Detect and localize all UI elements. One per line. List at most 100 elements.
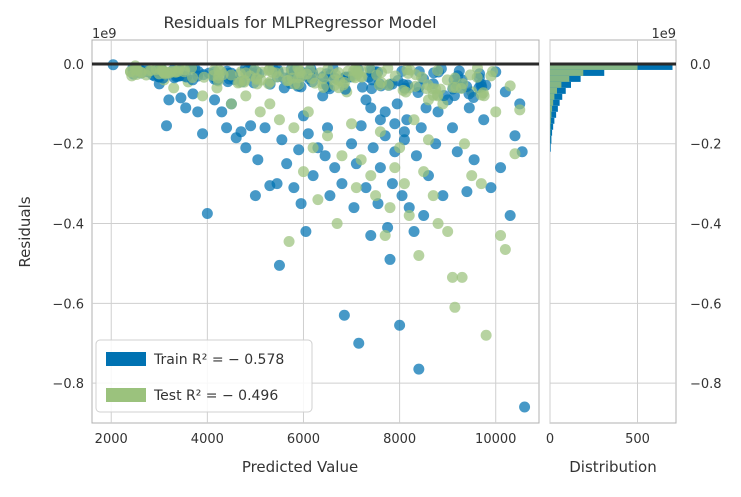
test-point <box>456 271 468 283</box>
test-point <box>179 64 191 76</box>
test-point <box>441 74 453 86</box>
test-point <box>356 65 368 77</box>
test-point <box>312 194 324 206</box>
test-point <box>459 138 470 150</box>
train-point <box>288 182 300 194</box>
x-tick-label: 6000 <box>287 432 320 447</box>
test-point <box>495 229 507 241</box>
scatter-points <box>107 59 531 413</box>
train-point <box>221 122 233 134</box>
test-point <box>348 65 360 77</box>
histogram-test-bar <box>550 99 554 106</box>
test-point <box>480 329 492 341</box>
test-point <box>504 80 516 92</box>
test-point <box>471 71 483 83</box>
train-point <box>519 401 531 413</box>
train-point <box>216 106 228 118</box>
test-point <box>140 69 152 81</box>
train-point <box>353 337 365 349</box>
train-point <box>386 178 398 190</box>
test-point <box>409 80 421 92</box>
train-point <box>478 114 490 126</box>
test-point <box>296 70 308 82</box>
train-point <box>240 142 252 154</box>
train-point <box>451 146 463 158</box>
test-point <box>457 78 469 90</box>
test-point <box>309 77 321 89</box>
train-point <box>356 81 368 93</box>
test-point <box>244 70 256 82</box>
histogram-y-tick-labels: 0.0 −0.2 −0.4 −0.6 −0.8 <box>690 58 722 392</box>
train-point <box>367 142 379 154</box>
histogram-test-bar <box>550 105 553 112</box>
test-point <box>317 81 329 93</box>
test-point <box>254 106 266 118</box>
test-point <box>329 79 341 91</box>
train-point <box>468 154 480 166</box>
histogram-y-tick-label: −0.6 <box>690 297 722 312</box>
train-point <box>252 154 264 166</box>
test-point <box>374 126 386 138</box>
y-tick-label: −0.4 <box>52 218 84 233</box>
test-point <box>375 76 387 88</box>
train-point <box>293 144 305 156</box>
train-point <box>295 198 307 210</box>
legend-test-swatch <box>106 388 146 402</box>
test-point <box>355 154 367 166</box>
test-point <box>264 98 276 110</box>
test-point <box>336 150 348 162</box>
train-point <box>249 190 261 202</box>
train-point <box>509 130 521 142</box>
train-point <box>348 202 360 214</box>
train-point <box>355 120 367 132</box>
histogram-x-tick-label: 500 <box>625 432 650 447</box>
histogram-x-tick-label: 0 <box>546 432 554 447</box>
test-point <box>322 130 334 142</box>
test-point <box>168 82 180 94</box>
legend-train-label: Train R² = − 0.578 <box>153 352 284 368</box>
train-point <box>192 106 204 118</box>
train-point <box>398 134 410 146</box>
histogram-x-tick-labels: 0 500 <box>546 432 650 447</box>
test-point <box>288 122 300 134</box>
test-point <box>449 301 461 313</box>
test-point <box>225 69 237 81</box>
test-point <box>432 218 444 230</box>
train-point <box>336 178 348 190</box>
train-point <box>437 190 449 202</box>
test-point <box>431 89 443 101</box>
test-point <box>379 229 391 241</box>
histogram-y-tick-label: −0.8 <box>690 377 722 392</box>
train-point <box>504 210 516 222</box>
train-point <box>379 106 391 118</box>
train-point <box>374 162 386 174</box>
x-tick-label: 2000 <box>95 432 128 447</box>
histogram-train-bar <box>550 111 557 118</box>
y-tick-label: −0.6 <box>52 297 84 312</box>
histogram-test-bar <box>550 93 555 100</box>
train-point <box>418 210 430 222</box>
train-point <box>307 170 319 182</box>
test-point <box>413 249 425 261</box>
train-point <box>180 102 192 114</box>
histogram-train-bar <box>550 87 566 94</box>
chart-title: Residuals for MLPRegressor Model <box>163 13 436 32</box>
train-point <box>360 94 372 106</box>
x-tick-label: 4000 <box>191 432 224 447</box>
test-point <box>427 190 439 202</box>
x-tick-label: 10000 <box>475 432 516 447</box>
train-point <box>398 126 410 138</box>
histogram-train-bar <box>550 143 551 152</box>
test-point <box>490 106 502 118</box>
test-point <box>307 142 319 154</box>
x-axis-label: Predicted Value <box>242 458 358 476</box>
histogram-y-tick-label: −0.2 <box>690 138 722 153</box>
test-point <box>422 134 434 146</box>
x-tick-labels: 2000 4000 6000 8000 10000 <box>95 432 517 447</box>
histogram-train-bar <box>550 105 558 112</box>
histogram-train-bar <box>550 129 553 136</box>
x-tick-label: 8000 <box>383 432 416 447</box>
y-tick-label: −0.8 <box>52 377 84 392</box>
histogram-x-axis-label: Distribution <box>569 458 657 476</box>
